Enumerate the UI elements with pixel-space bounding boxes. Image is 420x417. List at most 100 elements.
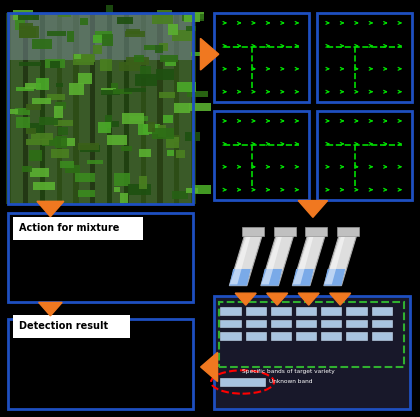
- Polygon shape: [37, 201, 64, 217]
- Bar: [67, 31, 74, 42]
- Bar: [372, 307, 392, 315]
- Bar: [29, 150, 42, 161]
- Bar: [346, 332, 367, 340]
- Bar: [173, 30, 194, 41]
- Bar: [32, 39, 52, 49]
- Bar: [105, 117, 112, 122]
- Bar: [80, 145, 100, 152]
- Bar: [186, 26, 196, 31]
- Bar: [42, 138, 58, 146]
- Bar: [16, 118, 29, 128]
- Bar: [121, 193, 129, 203]
- Bar: [110, 83, 118, 90]
- Bar: [152, 128, 174, 139]
- Bar: [50, 61, 60, 68]
- Bar: [220, 378, 265, 386]
- Polygon shape: [200, 38, 219, 70]
- Bar: [26, 128, 37, 134]
- Bar: [39, 117, 58, 126]
- Bar: [156, 69, 174, 80]
- Bar: [19, 28, 36, 38]
- Bar: [296, 320, 316, 327]
- Bar: [55, 136, 67, 148]
- Bar: [119, 62, 140, 71]
- Bar: [16, 87, 34, 91]
- Bar: [25, 83, 41, 89]
- Bar: [54, 106, 63, 118]
- Bar: [55, 103, 66, 109]
- Bar: [8, 13, 193, 204]
- Polygon shape: [292, 269, 314, 286]
- Bar: [160, 92, 175, 98]
- Bar: [184, 132, 200, 141]
- Polygon shape: [324, 269, 345, 286]
- Bar: [246, 332, 266, 340]
- Bar: [134, 55, 144, 63]
- Bar: [296, 332, 316, 340]
- Bar: [15, 20, 25, 30]
- Bar: [317, 111, 412, 200]
- Polygon shape: [261, 236, 294, 286]
- Bar: [78, 73, 92, 84]
- Bar: [15, 108, 31, 115]
- Polygon shape: [298, 293, 319, 305]
- Bar: [174, 13, 179, 204]
- Bar: [18, 13, 39, 20]
- Bar: [55, 120, 74, 126]
- Bar: [74, 13, 79, 204]
- Bar: [57, 13, 62, 204]
- Bar: [47, 31, 66, 36]
- Bar: [94, 31, 113, 39]
- Bar: [214, 13, 309, 102]
- Bar: [214, 296, 410, 409]
- Polygon shape: [229, 236, 262, 286]
- Polygon shape: [201, 352, 218, 382]
- Bar: [152, 15, 173, 24]
- Bar: [184, 13, 204, 19]
- Bar: [321, 332, 341, 340]
- Bar: [107, 13, 112, 204]
- Bar: [101, 90, 120, 95]
- Bar: [8, 13, 193, 60]
- Bar: [98, 122, 111, 133]
- Bar: [124, 13, 129, 204]
- Bar: [182, 14, 204, 21]
- Bar: [372, 332, 392, 340]
- Bar: [36, 78, 49, 90]
- Bar: [126, 31, 145, 37]
- Bar: [40, 13, 45, 204]
- Bar: [124, 88, 146, 92]
- Bar: [346, 307, 367, 315]
- Bar: [100, 60, 112, 71]
- Bar: [174, 103, 190, 113]
- Bar: [126, 29, 140, 34]
- Bar: [23, 13, 28, 204]
- Bar: [271, 320, 291, 327]
- Bar: [19, 26, 39, 38]
- Bar: [166, 137, 179, 148]
- Polygon shape: [261, 237, 282, 284]
- Bar: [58, 127, 68, 135]
- Bar: [73, 53, 94, 65]
- Polygon shape: [293, 237, 313, 284]
- Bar: [78, 143, 99, 150]
- Bar: [130, 116, 148, 121]
- Bar: [139, 149, 150, 157]
- Bar: [30, 168, 49, 177]
- Bar: [60, 161, 74, 168]
- Bar: [191, 52, 200, 56]
- Bar: [10, 109, 18, 114]
- Bar: [22, 166, 32, 173]
- Bar: [6, 13, 11, 204]
- Bar: [321, 307, 341, 315]
- Bar: [168, 150, 174, 156]
- Polygon shape: [337, 227, 359, 236]
- Bar: [271, 332, 291, 340]
- Bar: [321, 320, 341, 327]
- Bar: [139, 176, 147, 189]
- Bar: [176, 150, 185, 158]
- Text: Unknown band: Unknown band: [269, 379, 312, 384]
- Bar: [184, 13, 200, 22]
- Bar: [32, 98, 51, 104]
- Bar: [163, 115, 173, 123]
